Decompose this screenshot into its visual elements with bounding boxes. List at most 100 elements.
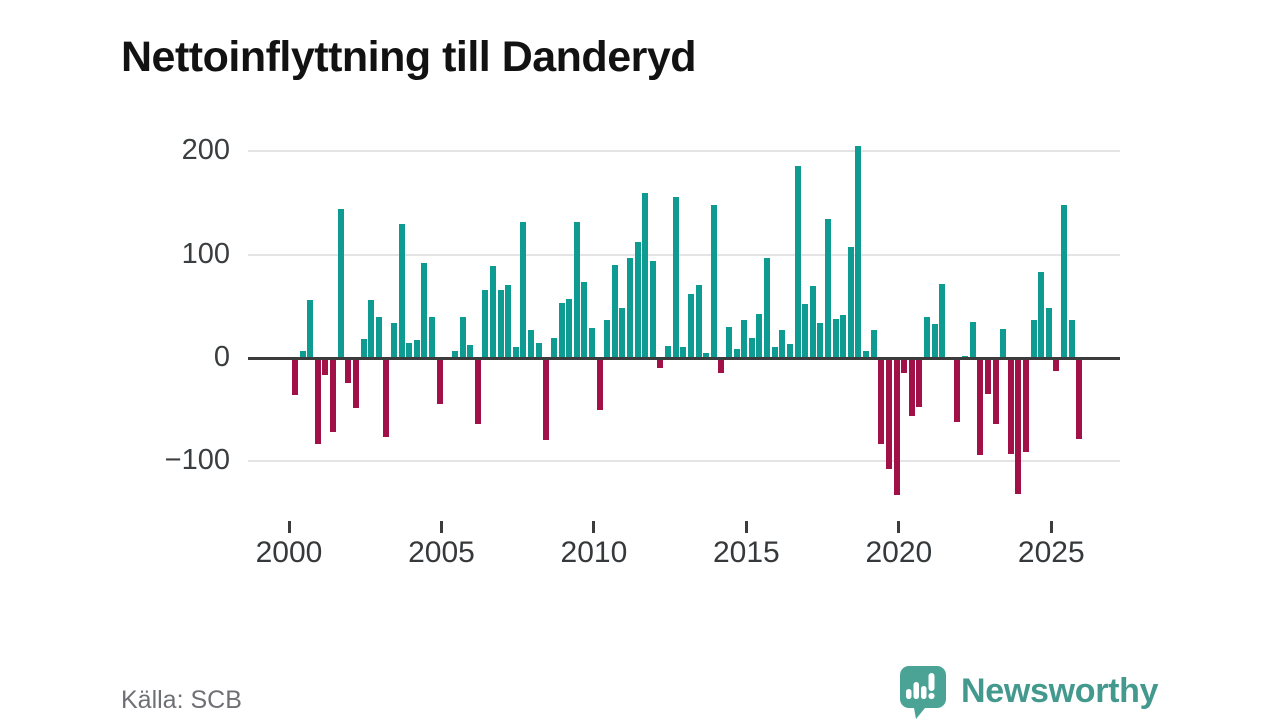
bar-2020K3 [916, 358, 923, 407]
bar-2024K4 [1045, 308, 1052, 358]
bar-2004K1 [413, 340, 420, 358]
x-axis-label-2010: 2010 [560, 536, 628, 569]
bar-2025K2 [1061, 205, 1068, 358]
bar-2015K3 [764, 257, 771, 358]
bar-2014K3 [733, 348, 740, 358]
bar-2007K3 [520, 221, 527, 358]
bar-2017K4 [832, 318, 839, 358]
bar-2009K2 [573, 221, 580, 358]
bar-2009K1 [566, 299, 573, 358]
bar-2006K4 [497, 289, 504, 358]
source-note: Källa: SCB [121, 686, 242, 714]
bar-2015K2 [756, 313, 763, 358]
bar-2022K2 [969, 321, 976, 358]
bar-2023K1 [992, 358, 999, 425]
bar-2019K1 [870, 330, 877, 358]
gridline-100 [248, 253, 1120, 256]
bar-2018K1 [840, 314, 847, 358]
x-axis-label-2005: 2005 [408, 536, 475, 569]
bar-2015K1 [748, 338, 755, 358]
bar-2016K2 [786, 343, 793, 358]
y-axis-label-0: 0 [213, 341, 230, 373]
bar-2017K1 [809, 285, 816, 358]
bar-2009K3 [581, 281, 588, 358]
bar-2000K2 [299, 350, 306, 358]
bar-2002K3 [368, 300, 375, 358]
bar-2019K3 [885, 358, 892, 469]
bar-2007K2 [512, 346, 519, 358]
newsworthy-wordmark: Newsworthy [961, 672, 1159, 710]
bar-2025K1 [1053, 358, 1060, 372]
bar-2004K3 [429, 316, 436, 358]
bar-2003K3 [398, 223, 405, 358]
bar-2013K3 [703, 352, 710, 358]
bar-2005K2 [451, 350, 458, 358]
bar-2023K3 [1007, 358, 1014, 455]
bar-2023K4 [1015, 358, 1022, 495]
y-axis-label-100: 100 [181, 237, 230, 270]
bar-2012K1 [657, 358, 664, 369]
x-tick-2025 [1049, 521, 1053, 533]
bar-2020K1 [901, 358, 908, 374]
bar-2012K4 [680, 346, 687, 358]
bar-2004K4 [436, 358, 443, 405]
bar-2000K1 [292, 358, 298, 396]
newsworthy-logo-icon [897, 664, 947, 720]
bar-2006K1 [474, 358, 481, 425]
gridline-0 [248, 356, 1120, 360]
bar-2011K3 [642, 192, 649, 358]
bar-2006K2 [482, 289, 489, 358]
bar-2013K4 [710, 205, 717, 358]
bar-2024K1 [1022, 358, 1029, 453]
bar-2024K2 [1030, 319, 1037, 358]
x-axis-label-2025: 2025 [1017, 536, 1085, 569]
bar-2008K3 [550, 338, 557, 358]
bar-2001K2 [330, 358, 337, 433]
bar-2018K4 [863, 350, 870, 358]
bar-2003K4 [406, 342, 413, 358]
bar-2011K1 [627, 257, 634, 358]
bar-2024K3 [1038, 272, 1045, 358]
chart-title: Nettoinflyttning till Danderyd [121, 32, 697, 81]
bar-2006K3 [489, 266, 496, 358]
x-tick-2005 [439, 521, 443, 533]
bar-2017K3 [825, 218, 831, 358]
bar-2016K4 [802, 304, 809, 358]
bar-2018K2 [847, 247, 854, 358]
x-axis-label-2015: 2015 [713, 536, 780, 569]
newsworthy-brand: Newsworthy [897, 663, 1159, 720]
y-axis-label--100: −100 [164, 444, 230, 477]
bar-2002K1 [352, 358, 359, 408]
bar-2000K3 [307, 300, 314, 358]
bar-2025K4 [1076, 358, 1083, 439]
bar-2001K4 [345, 358, 352, 383]
x-tick-2015 [744, 521, 748, 533]
bar-2020K2 [908, 358, 915, 416]
bar-2005K3 [459, 316, 466, 358]
bar-2008K2 [543, 358, 550, 440]
bar-2003K1 [383, 358, 390, 437]
bar-2014K4 [741, 319, 748, 358]
bar-2013K2 [695, 284, 702, 358]
bar-2003K2 [390, 322, 397, 358]
bar-2001K3 [337, 209, 344, 358]
bar-2020K4 [924, 316, 930, 358]
bar-2014K2 [726, 327, 733, 358]
x-tick-2000 [287, 521, 291, 533]
bar-2001K1 [322, 358, 329, 375]
bar-2005K4 [467, 344, 474, 358]
bar-2025K3 [1068, 319, 1075, 358]
bar-2017K2 [817, 322, 824, 358]
x-axis-label-2000: 2000 [255, 536, 323, 569]
bar-2012K3 [672, 196, 679, 358]
bar-2022K4 [984, 358, 991, 395]
bar-2022K3 [977, 358, 984, 456]
bar-2010K1 [596, 358, 603, 410]
bar-2008K4 [558, 303, 565, 358]
bar-2013K1 [687, 293, 694, 358]
bar-2018K3 [855, 146, 862, 358]
y-axis-label-200: 200 [181, 134, 230, 167]
bar-2016K3 [794, 165, 801, 358]
bar-2010K3 [611, 265, 618, 358]
gridline--100 [248, 460, 1120, 463]
